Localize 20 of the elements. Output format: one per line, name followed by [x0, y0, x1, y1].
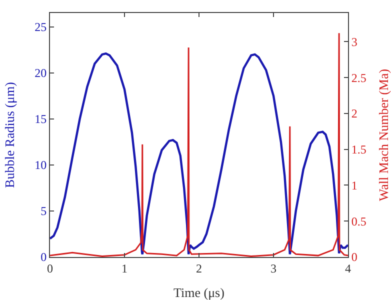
x-tick-label: 2	[196, 261, 202, 276]
x-axis-title: Time (μs)	[174, 285, 224, 300]
y2-tick-label: 0	[351, 250, 358, 264]
y-tick-label: 5	[40, 204, 47, 218]
y2-axis-title: Wall Mach Number (Ma)	[376, 68, 391, 202]
y-tick-label: 25	[34, 20, 47, 34]
y-axis-title: Bubble Radius (μm)	[2, 82, 17, 188]
y-tick-label: 15	[34, 112, 47, 126]
y-tick-label: 0	[40, 250, 47, 264]
y-tick-label: 20	[34, 66, 47, 80]
y2-tick-label: 0.5	[351, 214, 366, 228]
y-tick-label: 10	[34, 158, 47, 172]
y2-tick-label: 1.5	[351, 142, 366, 157]
x-tick-label: 3	[270, 261, 276, 276]
x-tick-label: 1	[122, 261, 128, 276]
y2-tick-label: 2.5	[351, 70, 366, 85]
y2-tick-label: 2	[351, 106, 358, 121]
x-tick-label: 4	[345, 261, 351, 276]
y2-tick-label: 3	[351, 34, 358, 49]
y2-tick-label: 1	[351, 178, 358, 192]
